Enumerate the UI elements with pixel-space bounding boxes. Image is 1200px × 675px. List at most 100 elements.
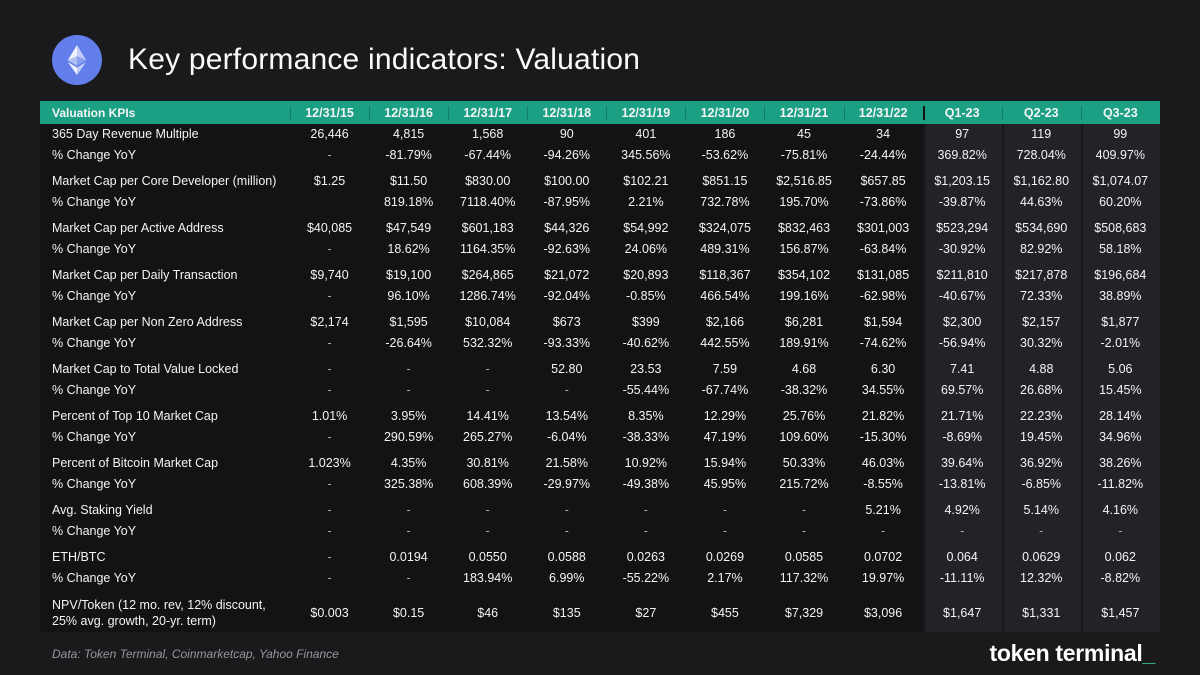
table-cell: $354,102 (777, 268, 831, 283)
table-cell: 2.17% (707, 570, 743, 585)
table-cell: 4.35% (390, 456, 427, 471)
table-cell: 24.06% (624, 241, 668, 256)
table-cell: $324,075 (698, 221, 751, 236)
column-header: Q1-23 (923, 106, 1002, 120)
table-cell: 369.82% (937, 147, 987, 162)
row-label: Market Cap per Daily Transaction (52, 268, 238, 283)
table-cell: -75.81% (780, 147, 828, 162)
table-cell: 195.70% (779, 194, 829, 209)
table-cell: 0.0629 (1022, 550, 1061, 565)
table-row: % Change YoY - -81.79% -67.44% -94.26% 345.56… (40, 145, 1160, 166)
table-row: % Change YoY - - 183.94% 6.99% -55.22% 2.17% 11… (40, 568, 1160, 589)
table-cell: 45.95% (703, 476, 747, 491)
ethereum-logo-icon (52, 35, 102, 85)
table-cell: 34.96% (1099, 429, 1142, 444)
table-cell: 47.19% (703, 429, 747, 444)
table-cell: 7118.40% (460, 194, 516, 209)
row-label: % Change YoY (52, 147, 137, 162)
table-row: ETH/BTC - 0.0194 0.0550 0.0588 0.0263 0.0269 0.… (40, 547, 1160, 568)
table-cell: -8.55% (863, 476, 903, 491)
table-cell: $657.85 (860, 174, 906, 189)
row-label: % Change YoY (52, 335, 137, 350)
table-cell: - (643, 523, 648, 538)
table-cell: $7,329 (784, 606, 824, 620)
table-cell: 608.39% (463, 476, 513, 491)
table-cell: 5.21% (865, 503, 901, 518)
table-cell: $131,085 (857, 268, 910, 283)
row-label: Percent of Top 10 Market Cap (52, 409, 218, 424)
table-row: Market Cap per Non Zero Address $2,174 $1,… (40, 312, 1160, 333)
table-cell: -15.30% (859, 429, 907, 444)
column-header: 12/31/15 (290, 106, 369, 120)
table-cell: 215.72% (779, 476, 829, 491)
table-cell: -67.74% (701, 382, 749, 397)
table-cell: $523,294 (936, 221, 989, 236)
table-cell: 156.87% (779, 241, 829, 256)
table-cell: - (722, 503, 728, 518)
table-row: Avg. Staking Yield - - - - - - - 5.21% 4.92% 5.14%… (40, 500, 1160, 521)
table-cell: 60.20% (1099, 194, 1142, 209)
table-cell: 732.78% (700, 194, 750, 209)
table-cell: - (327, 476, 332, 491)
table-cell: 183.94% (463, 570, 513, 585)
table-cell: -30.92% (938, 241, 986, 256)
table-cell: 30.81% (466, 456, 509, 471)
table-cell: - (327, 147, 332, 162)
row-label: ETH/BTC (52, 550, 106, 565)
table-cell: 1.023% (308, 456, 351, 471)
table-row: 365 Day Revenue Multiple 26,446 4,815 1,568… (40, 124, 1160, 145)
table-cell: 10.92% (624, 456, 668, 471)
token-terminal-logo: token terminal_ (989, 642, 1155, 665)
table-cell: $100.00 (544, 174, 590, 189)
table-cell: 186 (714, 127, 736, 142)
table-cell: 82.92% (1020, 241, 1063, 256)
table-cell: 1286.74% (459, 288, 516, 303)
table-cell: -49.38% (622, 476, 670, 491)
table-cell: $2,157 (1022, 315, 1061, 330)
table-cell: 21.71% (940, 409, 984, 424)
table-row: % Change YoY - 18.62% 1164.35% -92.63% 24.06%… (40, 239, 1160, 260)
table-cell: - (801, 503, 807, 518)
row-label: % Change YoY (52, 288, 137, 303)
table-cell: $399 (631, 315, 660, 330)
table-cell: 69.57% (940, 382, 984, 397)
table-cell: -73.86% (859, 194, 907, 209)
table-cell: 0.0550 (468, 550, 507, 565)
table-row: % Change YoY - 96.10% 1286.74% -92.04% -0.85%… (40, 286, 1160, 307)
table-cell: -38.33% (622, 429, 670, 444)
table-row: Market Cap per Daily Transaction $9,740 $1… (40, 265, 1160, 286)
table-cell: -74.62% (859, 335, 907, 350)
table-cell: $118,367 (699, 268, 751, 283)
table-cell: 46.03% (861, 456, 905, 471)
table-cell: 345.56% (621, 147, 671, 162)
table-cell: - (485, 503, 490, 518)
table-cell: 72.33% (1020, 288, 1063, 303)
table-cell: -13.81% (938, 476, 986, 491)
table-cell: 44.63% (1020, 194, 1063, 209)
table-cell: $1,595 (389, 315, 428, 330)
table-header-row: Valuation KPIs 12/31/15 12/31/16 12/31/17 12… (40, 101, 1160, 124)
table-cell: 58.18% (1099, 241, 1142, 256)
table-cell: 4.68 (791, 362, 817, 377)
table-cell: $217,878 (1015, 268, 1068, 283)
table-cell: $19,100 (386, 268, 432, 283)
table-cell: - (881, 523, 886, 538)
table-row: Market Cap to Total Value Locked - - - 52.80… (40, 359, 1160, 380)
table-cell: $851.15 (702, 174, 748, 189)
table-cell: -11.82% (1097, 476, 1144, 491)
table-cell: - (485, 523, 490, 538)
table-cell: 6.30 (870, 362, 896, 377)
table-cell: -53.62% (701, 147, 749, 162)
table-cell: 38.26% (1099, 456, 1142, 471)
table-cell: 97 (955, 127, 970, 142)
row-label: Market Cap per Core Developer (million) (52, 174, 277, 189)
table-cell: 38.89% (1099, 288, 1142, 303)
table-cell: 109.60% (779, 429, 829, 444)
table-cell: 401 (635, 127, 657, 142)
table-cell: 21.82% (861, 409, 905, 424)
table-cell: -40.67% (938, 288, 986, 303)
row-label: Avg. Staking Yield (52, 503, 153, 518)
table-cell: $196,684 (1094, 268, 1147, 283)
table-cell: - (564, 382, 569, 397)
table-cell: 25.76% (782, 409, 826, 424)
